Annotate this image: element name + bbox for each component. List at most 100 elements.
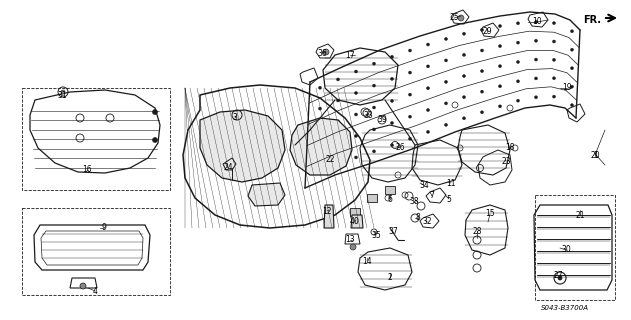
Circle shape [444,80,447,84]
Circle shape [553,40,555,43]
Text: 36: 36 [317,49,327,58]
Circle shape [517,99,519,102]
Circle shape [444,123,447,126]
Circle shape [336,99,339,102]
Text: 1: 1 [594,150,598,159]
Text: 26: 26 [395,143,405,153]
Circle shape [408,137,411,140]
Text: 22: 22 [325,156,335,164]
Text: 32: 32 [422,218,432,227]
Text: 27: 27 [553,270,563,279]
Text: 16: 16 [82,165,92,174]
Circle shape [463,117,466,120]
Text: 31: 31 [57,91,67,100]
Circle shape [153,138,158,142]
Circle shape [553,22,555,25]
Text: 9: 9 [102,223,107,233]
Text: 17: 17 [345,51,355,60]
Circle shape [463,32,466,35]
Circle shape [336,141,339,144]
Text: 33: 33 [363,110,373,119]
Text: 18: 18 [505,143,515,153]
Circle shape [391,144,394,147]
Circle shape [534,20,538,23]
Text: 7: 7 [430,191,434,201]
Polygon shape [385,186,395,194]
Text: 29: 29 [482,28,492,36]
Text: 23: 23 [501,156,511,165]
Circle shape [463,75,466,77]
Circle shape [444,59,447,62]
Circle shape [517,41,519,44]
Circle shape [498,105,502,108]
Circle shape [534,96,538,99]
Text: 4: 4 [93,286,97,295]
Circle shape [336,78,339,81]
Circle shape [517,60,519,63]
Circle shape [408,71,411,74]
Circle shape [553,77,555,80]
Circle shape [480,90,483,93]
Circle shape [480,49,483,52]
Circle shape [498,44,502,48]
Circle shape [323,49,329,55]
Polygon shape [367,194,377,202]
Polygon shape [290,118,352,175]
Circle shape [153,109,158,115]
Circle shape [534,39,538,42]
Circle shape [427,130,430,133]
Circle shape [372,150,375,153]
Circle shape [480,69,483,73]
Polygon shape [200,110,285,182]
Circle shape [319,128,322,131]
Text: 20: 20 [590,150,600,159]
Circle shape [498,25,502,28]
Text: 8: 8 [416,213,420,222]
Polygon shape [351,215,363,228]
Text: 11: 11 [446,179,456,188]
Text: 39: 39 [377,116,387,124]
Circle shape [319,107,322,110]
Circle shape [372,62,375,65]
Circle shape [570,67,574,70]
Polygon shape [248,183,285,206]
Circle shape [480,111,483,114]
Circle shape [408,115,411,118]
Text: 34: 34 [419,180,429,189]
Circle shape [553,58,555,61]
Circle shape [355,113,358,116]
Circle shape [498,65,502,68]
Circle shape [391,55,394,58]
Circle shape [319,86,322,89]
Circle shape [336,120,339,123]
Circle shape [355,134,358,138]
Text: 38: 38 [409,197,419,206]
Circle shape [372,128,375,131]
Circle shape [408,93,411,96]
Circle shape [427,43,430,46]
Circle shape [458,15,464,21]
Circle shape [355,156,358,159]
Circle shape [570,104,574,107]
Text: 30: 30 [561,245,571,254]
Circle shape [61,90,65,94]
Circle shape [372,106,375,109]
Text: 28: 28 [472,227,481,236]
Circle shape [80,283,86,289]
Polygon shape [324,205,334,228]
Circle shape [350,244,356,250]
Text: 15: 15 [485,210,495,219]
Circle shape [570,85,574,88]
Text: 5: 5 [447,195,451,204]
Circle shape [570,48,574,51]
Text: 19: 19 [562,84,572,92]
Circle shape [427,108,430,112]
Circle shape [463,53,466,56]
Text: 2: 2 [387,274,392,283]
Circle shape [558,276,562,280]
Text: 35: 35 [371,230,381,239]
Circle shape [517,80,519,83]
Text: 21: 21 [575,211,585,220]
Polygon shape [350,208,360,216]
Circle shape [427,65,430,68]
